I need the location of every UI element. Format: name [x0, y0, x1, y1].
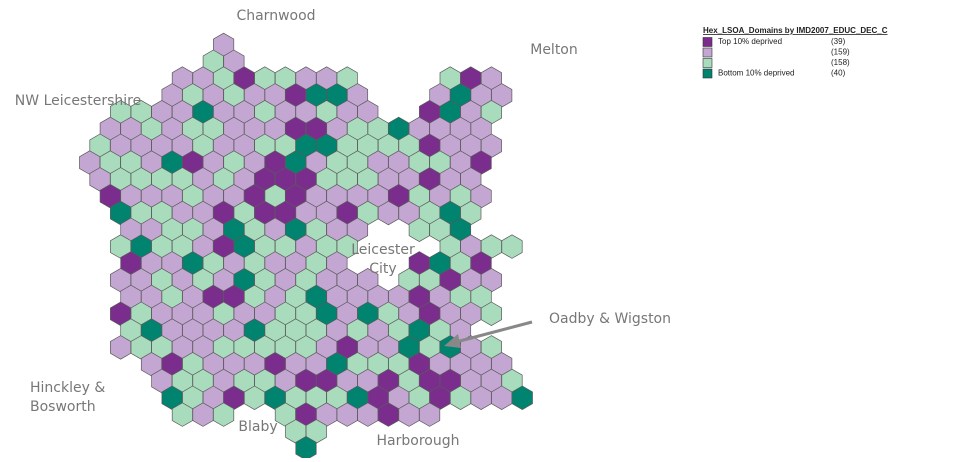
hex-layer	[79, 32, 533, 461]
region-label: Hinckley &	[30, 380, 105, 396]
region-label: Oadby & Wigston	[549, 311, 671, 327]
hex	[501, 234, 523, 259]
legend-label: Top 10% deprived	[718, 37, 782, 46]
legend-title: Hex_LSOA_Domains by IMD2007_EDUC_DEC_C	[703, 26, 888, 35]
region-label: Charnwood	[236, 8, 315, 24]
legend-swatch	[702, 58, 713, 68]
legend-count: (158)	[831, 58, 850, 67]
region-label: NW Leicestershire	[15, 93, 141, 109]
legend-label: Bottom 10% deprived	[718, 69, 795, 78]
region-label: Leicester	[351, 242, 415, 258]
region-label: Melton	[530, 42, 578, 58]
legend-count: (159)	[831, 48, 850, 57]
legend-swatch	[702, 47, 713, 58]
legend-swatch	[702, 37, 713, 47]
region-label: Harborough	[377, 433, 460, 449]
region-label: City	[369, 261, 396, 277]
hex	[213, 402, 235, 427]
legend-count: (39)	[831, 37, 846, 46]
region-label: Blaby	[238, 419, 277, 435]
hex	[480, 301, 502, 327]
legend: Hex_LSOA_Domains by IMD2007_EDUC_DEC_C To…	[702, 26, 888, 79]
arrow-head	[444, 334, 461, 348]
legend-count: (40)	[831, 69, 846, 78]
arrow-line	[455, 320, 533, 344]
region-label: Bosworth	[30, 399, 96, 415]
hex	[511, 385, 533, 411]
legend-swatch	[702, 68, 713, 79]
hex	[419, 402, 441, 427]
label-layer: Charnwood Melton NW Leicestershire Leiceste…	[15, 8, 671, 449]
